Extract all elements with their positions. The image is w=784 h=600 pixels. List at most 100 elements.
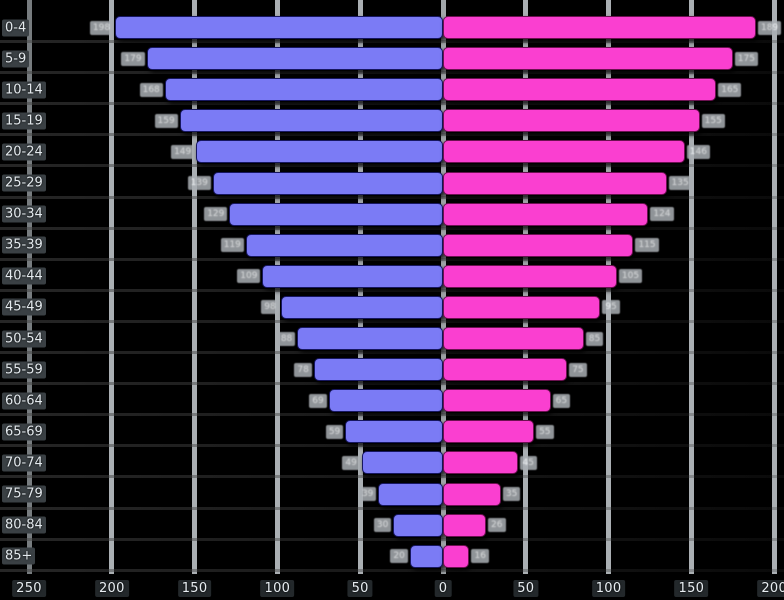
bar-female-5-9[interactable]: 175 [443,47,758,71]
bar-male-45-49[interactable]: 98 [261,295,443,319]
bar-female-80-84[interactable]: 26 [443,513,506,537]
bar-value-label-male: 69 [309,393,327,408]
y-axis-label-60-64: 60-64 [2,392,46,410]
x-axis-tick-2: 150 [177,580,212,597]
bar-male-35-39[interactable]: 119 [220,233,443,257]
x-axis-tick-4: 50 [347,580,373,597]
bar-female-70-74[interactable]: 45 [443,451,537,475]
bar-value-label-male: 20 [390,549,408,564]
bar-value-label-male: 78 [294,362,312,377]
y-axis-label-25-29: 25-29 [2,174,46,192]
row-separator [0,351,784,354]
pyramid-row: 149 146 [0,140,784,164]
y-axis-label-20-24: 20-24 [2,143,46,161]
bar-male-15-19[interactable]: 159 [154,109,443,133]
bar-female-65-69[interactable]: 55 [443,420,554,444]
row-separator [0,133,784,137]
bar-value-label-female: 75 [569,362,587,377]
bar-value-label-female: 146 [686,144,710,159]
bar-value-label-female: 115 [635,238,659,253]
row-separator [0,226,784,230]
pyramid-row: 30 26 [0,513,784,537]
bar-value-label-male: 30 [373,518,392,533]
pyramid-row: 129 124 [0,202,784,226]
pyramid-row: 179 175 [0,47,784,71]
bar-value-label-male: 168 [139,82,163,97]
bar-female-55-59[interactable]: 75 [443,358,587,382]
bar-male-20-24[interactable]: 149 [171,140,443,164]
bar-female-30-34[interactable]: 124 [443,202,674,226]
bar-male-10-14[interactable]: 168 [139,78,443,102]
bar-male-25-29[interactable]: 139 [187,171,443,195]
bar-male-50-54[interactable]: 88 [277,327,443,350]
gridline-200-left [109,0,115,574]
pyramid-row: 159 155 [0,109,784,133]
bar-female-20-24[interactable]: 146 [443,140,710,164]
row-separator [0,382,784,386]
y-axis-label-80-84: 80-84 [2,516,46,534]
bar-female-45-49[interactable]: 95 [443,295,620,319]
bar-value-label-male: 149 [171,144,195,159]
y-axis-label-45-49: 45-49 [2,298,46,316]
row-separator [0,102,784,106]
x-axis-tick-1: 200 [94,580,129,597]
bar-value-label-female: 55 [536,424,554,439]
row-separator [0,475,784,479]
pyramid-row: 88 85 [0,327,784,350]
bar-value-label-female: 45 [519,455,537,470]
y-axis-label-5-9: 5-9 [2,50,30,68]
bar-female-50-54[interactable]: 85 [443,327,604,350]
row-separator [0,413,784,417]
y-axis-label-75-79: 75-79 [2,485,46,503]
bar-value-label-female: 16 [471,549,489,564]
pyramid-row: 139 135 [0,171,784,195]
y-axis-label-50-54: 50-54 [2,330,46,347]
bar-value-label-female: 124 [650,207,674,222]
bar-male-75-79[interactable]: 39 [358,482,443,506]
bar-female-75-79[interactable]: 35 [443,482,521,506]
bar-male-70-74[interactable]: 49 [342,451,443,475]
row-separator [0,195,784,199]
pyramid-row: 20 16 [0,544,784,568]
pyramid-row: 198 189 [0,16,784,39]
x-axis-tick-5: 0 [434,580,452,597]
bar-value-label-female: 165 [718,82,742,97]
bar-female-15-19[interactable]: 155 [443,109,725,133]
bar-value-label-male: 98 [261,300,279,315]
bar-male-80-84[interactable]: 30 [373,513,443,537]
row-separator [0,257,784,261]
bar-female-40-44[interactable]: 105 [443,264,643,288]
y-axis-label-0-4: 0-4 [2,19,30,36]
bar-male-5-9[interactable]: 179 [121,47,443,71]
bar-male-30-34[interactable]: 129 [204,202,443,226]
y-axis-label-65-69: 65-69 [2,423,46,441]
bar-male-0-4[interactable]: 198 [89,16,443,39]
bar-value-label-female: 135 [668,176,692,190]
pyramid-row: 109 105 [0,264,784,288]
bar-value-label-female: 85 [585,331,604,346]
bar-male-60-64[interactable]: 69 [309,389,443,413]
bar-female-25-29[interactable]: 135 [443,171,692,195]
bar-male-65-69[interactable]: 59 [325,420,443,444]
pyramid-row: 98 95 [0,295,784,319]
bar-value-label-male: 88 [277,331,296,346]
pyramid-row: 49 45 [0,451,784,475]
bar-female-85+[interactable]: 16 [443,544,489,568]
y-axis-label-10-14: 10-14 [2,81,46,99]
x-axis-tick-6: 50 [513,580,539,597]
bar-female-60-64[interactable]: 65 [443,389,571,413]
y-axis-label-55-59: 55-59 [2,361,46,379]
gridline-150-right [688,0,694,574]
bar-female-10-14[interactable]: 165 [443,78,742,102]
bar-female-0-4[interactable]: 189 [443,16,782,39]
row-separator [0,444,784,448]
bar-value-label-male: 179 [121,51,145,66]
bar-female-35-39[interactable]: 115 [443,233,659,257]
bar-value-label-female: 175 [734,51,758,66]
bar-male-40-44[interactable]: 109 [237,264,443,288]
bar-male-85+[interactable]: 20 [390,544,443,568]
row-separator [0,288,784,292]
bar-male-55-59[interactable]: 78 [294,358,443,382]
